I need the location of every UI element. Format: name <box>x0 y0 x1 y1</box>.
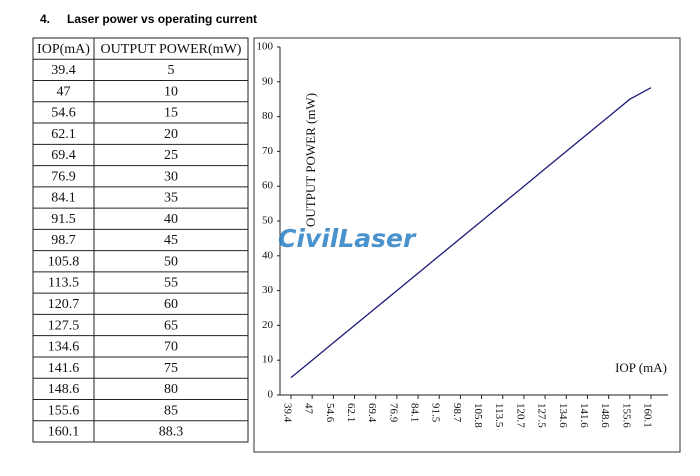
table-cell: 69.4 <box>51 148 76 163</box>
y-tick-label: 60 <box>262 180 274 192</box>
x-tick-label: 148.6 <box>599 403 611 428</box>
table-cell: 76.9 <box>51 169 76 184</box>
x-tick-label: 141.6 <box>578 403 590 428</box>
table-cell: 105.8 <box>48 254 80 269</box>
x-tick-label: 160.1 <box>641 403 653 428</box>
y-tick-label: 30 <box>262 284 274 296</box>
table-border <box>32 37 249 443</box>
y-tick-label: 90 <box>262 75 274 87</box>
y-tick-label: 10 <box>262 354 274 366</box>
table-cell: 15 <box>164 106 178 121</box>
table-cell: 148.6 <box>48 382 80 397</box>
x-tick-label: 39.4 <box>281 403 293 423</box>
table-cell: 88.3 <box>159 425 184 440</box>
x-tick-label: 120.7 <box>514 403 526 428</box>
table-cell: 60 <box>164 297 178 312</box>
table-header: IOP(mA) <box>37 42 90 57</box>
x-tick-label: 127.5 <box>536 403 548 428</box>
x-tick-label: 84.1 <box>409 403 421 422</box>
x-tick-label: 98.7 <box>451 403 463 423</box>
x-axis-label: IOP (mA) <box>615 360 667 375</box>
table-cell: 155.6 <box>48 403 80 418</box>
x-tick-label: 105.8 <box>472 403 484 428</box>
table-cell: 39.4 <box>51 63 76 78</box>
table-cell: 85 <box>164 403 178 418</box>
table-cell: 65 <box>164 318 178 333</box>
x-tick-label: 113.5 <box>493 403 505 428</box>
table-cell: 98.7 <box>51 233 76 248</box>
heading-number: 4. <box>40 12 50 26</box>
x-tick-label: 76.9 <box>387 403 399 423</box>
table-cell: 113.5 <box>48 276 79 291</box>
table-cell: 70 <box>164 340 178 355</box>
table-cell: 75 <box>164 361 178 376</box>
chart: 0 10 20 30 40 50 60 70 80 90 100 39.4 47 54.6 62.1 69.4… <box>257 41 668 428</box>
table-cell: 35 <box>164 191 178 206</box>
x-tick-label: 54.6 <box>324 403 336 423</box>
table-cell: 120.7 <box>48 297 80 312</box>
table-cell: 50 <box>164 254 178 269</box>
x-tick-label: 155.6 <box>620 403 632 428</box>
table-cell: 40 <box>164 212 178 227</box>
y-tick-label: 80 <box>262 110 274 122</box>
table-cell: 141.6 <box>48 361 80 376</box>
table-cell: 91.5 <box>51 212 76 227</box>
table-cell: 47 <box>57 84 71 99</box>
table-cell: 45 <box>164 233 178 248</box>
table-cell: 80 <box>164 382 178 397</box>
heading-title: Laser power vs operating current <box>67 12 257 26</box>
table-cell: 62.1 <box>51 127 76 142</box>
y-tick-label: 20 <box>262 319 274 331</box>
y-axis-label: OUTPUT POWER (mW) <box>303 93 318 227</box>
y-tick-label: 0 <box>268 389 274 401</box>
table-cell: 25 <box>164 148 178 163</box>
watermark: CivilLaser <box>278 224 417 253</box>
x-tick-label: 69.4 <box>366 403 378 423</box>
table-header: OUTPUT POWER(mW) <box>101 42 242 57</box>
y-tick-label: 70 <box>262 145 274 157</box>
x-tick-label: 62.1 <box>345 403 357 422</box>
table-cell: 160.1 <box>48 425 80 440</box>
x-tick-label: 134.6 <box>557 403 569 428</box>
table-cell: 30 <box>164 169 178 184</box>
table: IOP(mA) OUTPUT POWER(mW) 39.4 5 47 10 54.6 15 62… <box>32 37 249 443</box>
table-cell: 55 <box>164 276 178 291</box>
x-tick-label: 47 <box>303 403 315 415</box>
chart-frame <box>253 37 681 453</box>
y-tick-label: 50 <box>262 215 274 227</box>
y-tick-label: 40 <box>262 249 274 261</box>
y-tick-label: 100 <box>257 41 274 53</box>
table-cell: 10 <box>164 84 178 99</box>
table-cell: 134.6 <box>48 340 80 355</box>
x-tick-label: 91.5 <box>430 403 442 423</box>
table-cell: 20 <box>164 127 178 142</box>
data-line <box>290 87 652 379</box>
table-cell: 127.5 <box>48 318 80 333</box>
table-cell: 84.1 <box>51 191 76 206</box>
table-cell: 5 <box>168 63 175 78</box>
table-cell: 54.6 <box>51 106 76 121</box>
